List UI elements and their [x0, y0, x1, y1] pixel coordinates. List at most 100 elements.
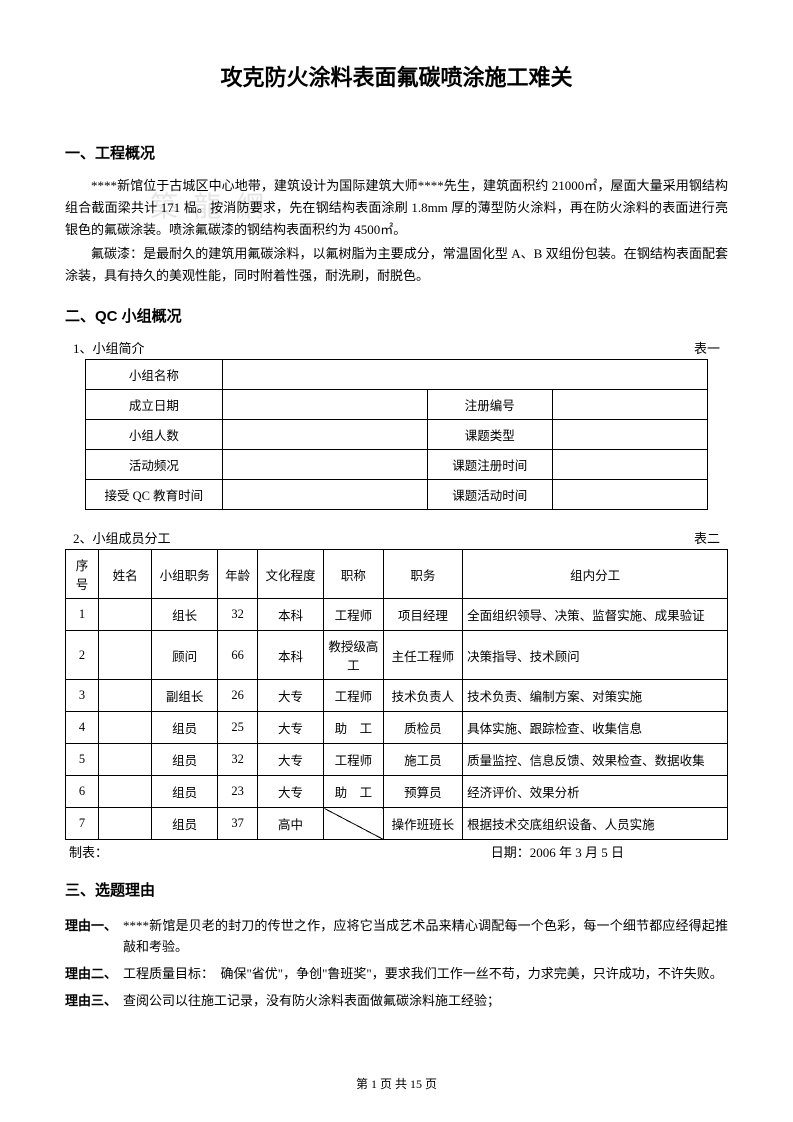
table-cell: 具体实施、跟踪检查、收集信息: [463, 712, 728, 744]
table-cell: [222, 420, 427, 450]
table-cell: 质量监控、信息反馈、效果检查、数据收集: [463, 744, 728, 776]
table-row: 接受 QC 教育时间 课题活动时间: [85, 480, 707, 510]
table-cell: [99, 631, 152, 680]
table-2-footer-left: 制表：: [69, 842, 108, 861]
table-cell: [552, 480, 708, 510]
table-cell: 副组长: [152, 680, 218, 712]
table-cell: [99, 599, 152, 631]
table-cell: 32: [218, 599, 258, 631]
table-cell: 大专: [257, 712, 323, 744]
reason-item: 理由一、****新馆是贝老的封刀的传世之作，应将它当成艺术品来精心调配每一个色彩…: [65, 916, 728, 958]
table-cell: 本科: [257, 599, 323, 631]
table-header: 年龄: [218, 550, 258, 599]
table-header: 序号: [66, 550, 99, 599]
table-cell: 6: [66, 776, 99, 808]
table-row: 活动频况 课题注册时间: [85, 450, 707, 480]
table-header: 组内分工: [463, 550, 728, 599]
table-cell: 5: [66, 744, 99, 776]
section-3: 三、选题理由 理由一、****新馆是贝老的封刀的传世之作，应将它当成艺术品来精心…: [65, 879, 728, 1011]
table-2-caption: 2、小组成员分工 表二: [65, 528, 728, 547]
table-cell: 课题活动时间: [428, 480, 552, 510]
table-cell: [99, 808, 152, 840]
table-cell: [222, 450, 427, 480]
reason-label: 理由二、: [65, 964, 123, 985]
table-row: 小组名称: [85, 360, 707, 390]
table-cell: [222, 390, 427, 420]
table-cell: 教授级高工: [324, 631, 384, 680]
reason-text: ****新馆是贝老的封刀的传世之作，应将它当成艺术品来精心调配每一个色彩，每一个…: [123, 916, 728, 958]
table-header: 小组职务: [152, 550, 218, 599]
table-1-caption-left: 1、小组简介: [73, 338, 145, 357]
table-cell: 活动频况: [85, 450, 222, 480]
section-2-heading: 二、QC 小组概况: [65, 305, 728, 326]
reason-label: 理由一、: [65, 916, 123, 958]
table-cell: 主任工程师: [383, 631, 462, 680]
table-cell: 66: [218, 631, 258, 680]
table-row: 成立日期 注册编号: [85, 390, 707, 420]
table-cell: 经济评价、效果分析: [463, 776, 728, 808]
table-row: 5组员32大专工程师施工员质量监控、信息反馈、效果检查、数据收集: [66, 744, 728, 776]
table-cell: 高中: [257, 808, 323, 840]
table-cell: 工程师: [324, 599, 384, 631]
table-cell: 工程师: [324, 744, 384, 776]
section-1: 一、工程概况 ****新馆位于古城区中心地带，建筑设计为国际建筑大师****先生…: [65, 142, 728, 287]
table-cell: [552, 450, 708, 480]
page-footer: 第 1 页 共 15 页: [0, 1075, 793, 1092]
table-cell: 大专: [257, 744, 323, 776]
table-cell: 注册编号: [428, 390, 552, 420]
table-2-footer-right: 日期：2006 年 3 月 5 日: [491, 842, 624, 861]
table-cell: 根据技术交底组织设备、人员实施: [463, 808, 728, 840]
table-cell: 顾问: [152, 631, 218, 680]
table-cell: 组长: [152, 599, 218, 631]
table-cell: 课题类型: [428, 420, 552, 450]
table-cell: 组员: [152, 808, 218, 840]
table-header: 姓名: [99, 550, 152, 599]
table-1: 小组名称 成立日期 注册编号 小组人数 课题类型 活动频况 课题注册时间 接受 …: [85, 359, 708, 510]
table-cell: 4: [66, 712, 99, 744]
reason-text: 查阅公司以往施工记录，没有防火涂料表面做氟碳涂料施工经验；: [123, 991, 728, 1012]
table-cell: 技术负责人: [383, 680, 462, 712]
table-cell: 2: [66, 631, 99, 680]
table-row: 1 组长32本科工程师项目经理全面组织领导、决策、监督实施、成果验证: [66, 599, 728, 631]
table-cell: 组员: [152, 744, 218, 776]
section-2: 二、QC 小组概况 1、小组简介 表一 小组名称 成立日期 注册编号 小组人数 …: [65, 305, 728, 861]
table-cell: 小组名称: [85, 360, 222, 390]
section-1-para-2: 氟碳漆：是最耐久的建筑用氟碳涂料，以氟树脂为主要成分，常温固化型 A、B 双组份…: [65, 243, 728, 287]
table-1-caption-right: 表一: [694, 338, 720, 357]
table-cell: [222, 480, 427, 510]
table-cell: 23: [218, 776, 258, 808]
table-cell: 技术负责、编制方案、对策实施: [463, 680, 728, 712]
table-cell: 全面组织领导、决策、监督实施、成果验证: [463, 599, 728, 631]
section-3-heading: 三、选题理由: [65, 879, 728, 900]
table-header: 职务: [383, 550, 462, 599]
section-1-heading: 一、工程概况: [65, 142, 728, 163]
table-cell: 37: [218, 808, 258, 840]
table-2-caption-right: 表二: [694, 528, 720, 547]
table-row: 4组员25大专助 工质检员具体实施、跟踪检查、收集信息: [66, 712, 728, 744]
table-cell: 大专: [257, 776, 323, 808]
table-header-row: 序号 姓名 小组职务 年龄 文化程度 职称 职务 组内分工: [66, 550, 728, 599]
table-cell: 决策指导、技术顾问: [463, 631, 728, 680]
table-cell: 7: [66, 808, 99, 840]
table-header: 职称: [324, 550, 384, 599]
table-cell: [99, 744, 152, 776]
table-cell: 项目经理: [383, 599, 462, 631]
table-cell: [552, 390, 708, 420]
table-cell: 小组人数: [85, 420, 222, 450]
table-cell: 25: [218, 712, 258, 744]
table-cell: 1: [66, 599, 99, 631]
table-row: 2顾问66本科教授级高工主任工程师决策指导、技术顾问: [66, 631, 728, 680]
table-cell: [222, 360, 707, 390]
table-2-caption-left: 2、小组成员分工: [73, 528, 171, 547]
table-cell: 助 工: [324, 712, 384, 744]
reason-label: 理由三、: [65, 991, 123, 1012]
table-2: 序号 姓名 小组职务 年龄 文化程度 职称 职务 组内分工 1组长32本科工程师…: [65, 549, 728, 840]
table-cell: 26: [218, 680, 258, 712]
table-cell: [99, 776, 152, 808]
table-cell: [552, 420, 708, 450]
table-cell: 3: [66, 680, 99, 712]
table-2-footer: 制表： 日期：2006 年 3 月 5 日: [65, 842, 728, 861]
table-cell: 接受 QC 教育时间: [85, 480, 222, 510]
table-header: 文化程度: [257, 550, 323, 599]
table-row: 7组员37高中操作班班长根据技术交底组织设备、人员实施: [66, 808, 728, 840]
